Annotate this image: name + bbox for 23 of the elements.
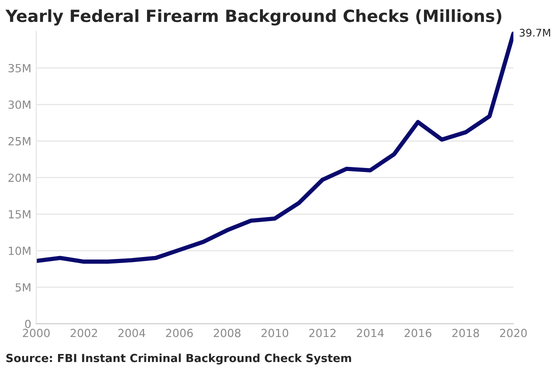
chart-title: Yearly Federal Firearm Background Checks (Millions) (5, 9, 502, 26)
x-tick-label: 2008 (214, 328, 240, 338)
y-tick-label: 30M (8, 100, 30, 109)
line-series (36, 32, 514, 264)
x-tick-label: 2012 (309, 328, 336, 338)
y-tick-label: 0 (25, 320, 31, 328)
x-tick-label: 2020 (500, 328, 527, 338)
x-tick-label: 2010 (261, 328, 288, 338)
x-tick-label: 2004 (118, 328, 146, 338)
y-tick-label: 20M (8, 174, 30, 182)
y-tick-label: 25M (8, 137, 30, 146)
x-tick-label: 2000 (22, 328, 50, 338)
source-note: Source: FBI Instant Criminal Background Check System (6, 354, 352, 364)
y-tick-label: 35M (8, 64, 30, 72)
x-tick-label: 2016 (404, 328, 432, 338)
x-tick-label: 2002 (70, 328, 98, 338)
y-tick-label: 10M (8, 246, 30, 256)
x-tick-label: 2014 (356, 328, 384, 338)
y-tick-label: 5M (16, 283, 30, 292)
y-tick-label: 15M (8, 210, 30, 219)
data-label: 39.7M (520, 28, 550, 37)
x-tick-label: 2018 (452, 328, 480, 338)
x-tick-label: 2006 (166, 328, 193, 338)
